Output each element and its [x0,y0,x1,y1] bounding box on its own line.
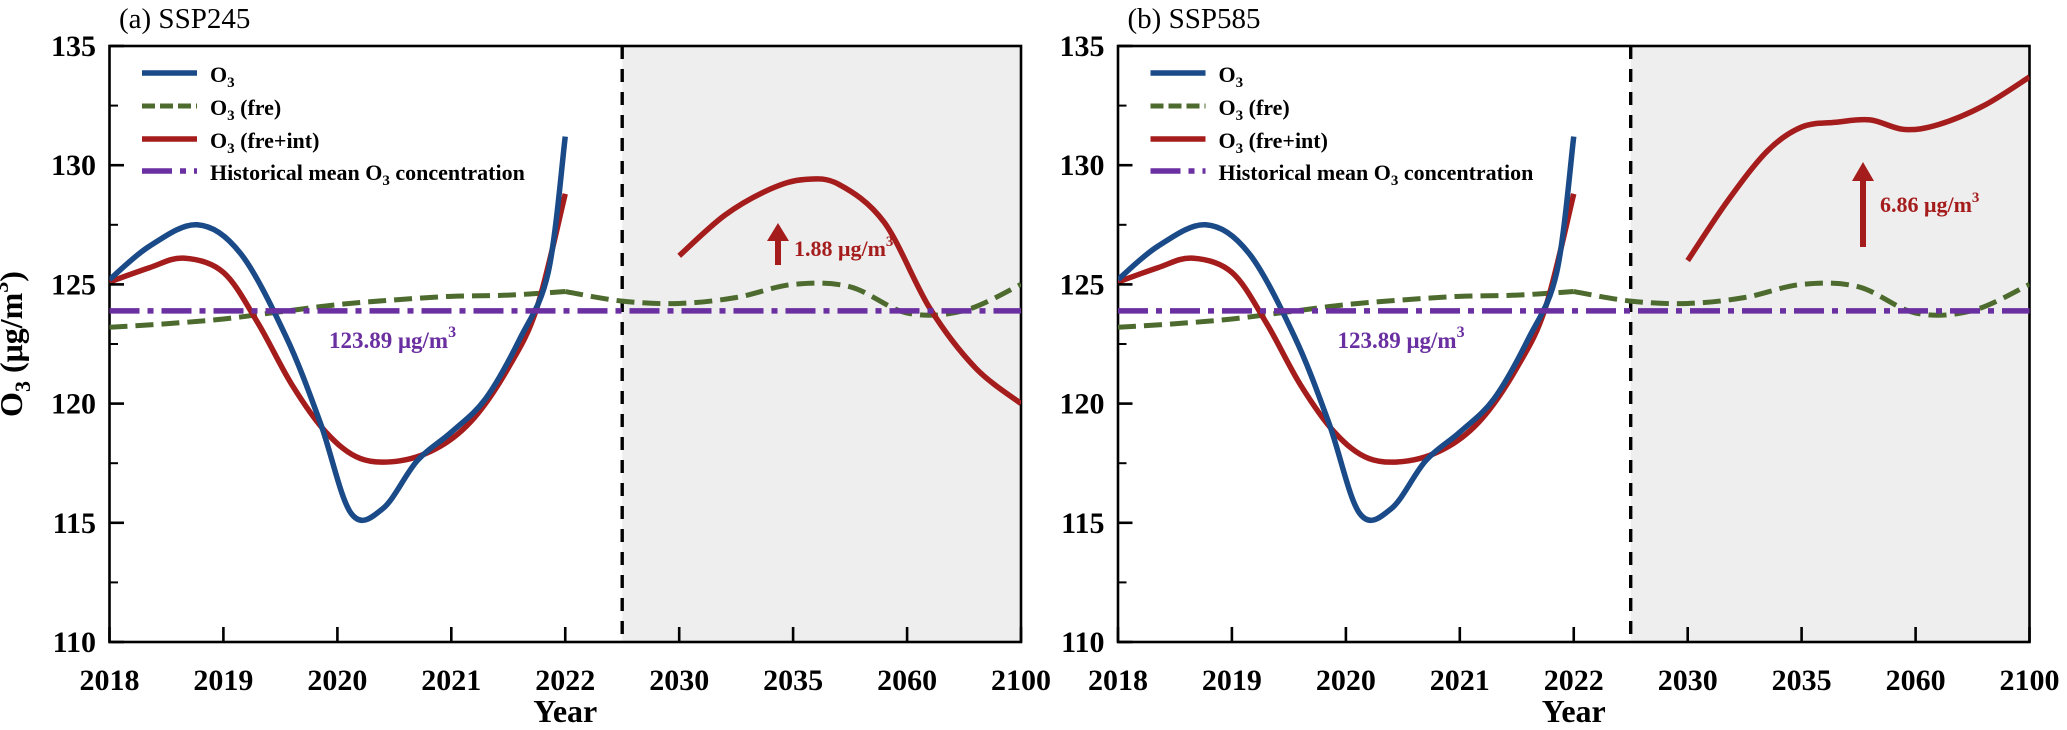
svg-text:2020: 2020 [1316,664,1376,697]
svg-text:(b) SSP585: (b) SSP585 [1128,3,1261,35]
svg-text:6.86 μg/m3: 6.86 μg/m3 [1880,190,1979,217]
svg-text:123.89 μg/m3: 123.89 μg/m3 [1338,324,1465,353]
svg-text:2035: 2035 [1772,664,1832,697]
svg-text:130: 130 [51,149,96,182]
svg-text:115: 115 [1061,507,1104,540]
svg-text:Year: Year [533,693,597,729]
svg-text:2021: 2021 [421,664,481,697]
svg-text:2060: 2060 [877,664,937,697]
svg-text:120: 120 [1060,388,1105,421]
svg-text:125: 125 [51,268,96,301]
svg-text:O3 (fre): O3 (fre) [1219,95,1290,124]
svg-text:Year: Year [1542,693,1606,729]
svg-text:Historical mean O3 concentrati: Historical mean O3 concentration [210,160,525,189]
svg-text:130: 130 [1060,149,1105,182]
svg-text:(a) SSP245: (a) SSP245 [119,3,250,35]
svg-text:2020: 2020 [307,664,367,697]
svg-text:120: 120 [51,388,96,421]
svg-text:2100: 2100 [991,664,1051,697]
svg-text:135: 135 [51,30,96,63]
svg-text:115: 115 [53,507,96,540]
svg-text:O3 (fre+int): O3 (fre+int) [210,128,319,157]
svg-text:2030: 2030 [649,664,709,697]
svg-text:110: 110 [1061,626,1104,659]
svg-text:Historical mean O3 concentrati: Historical mean O3 concentration [1219,160,1534,189]
svg-text:O3 (fre+int): O3 (fre+int) [1219,128,1328,157]
svg-text:123.89 μg/m3: 123.89 μg/m3 [329,324,456,353]
svg-text:110: 110 [53,626,96,659]
svg-text:125: 125 [1060,268,1105,301]
svg-text:1.88 μg/m3: 1.88 μg/m3 [794,234,893,261]
svg-text:2021: 2021 [1430,664,1490,697]
svg-text:2100: 2100 [2000,664,2060,697]
svg-text:2060: 2060 [1886,664,1946,697]
svg-text:O3 (fre): O3 (fre) [210,95,281,124]
svg-text:2018: 2018 [1088,664,1148,697]
svg-text:2035: 2035 [763,664,823,697]
svg-text:2018: 2018 [80,664,140,697]
svg-text:2019: 2019 [193,664,253,697]
svg-text:2030: 2030 [1658,664,1718,697]
svg-text:135: 135 [1060,30,1105,63]
svg-text:2019: 2019 [1202,664,1262,697]
